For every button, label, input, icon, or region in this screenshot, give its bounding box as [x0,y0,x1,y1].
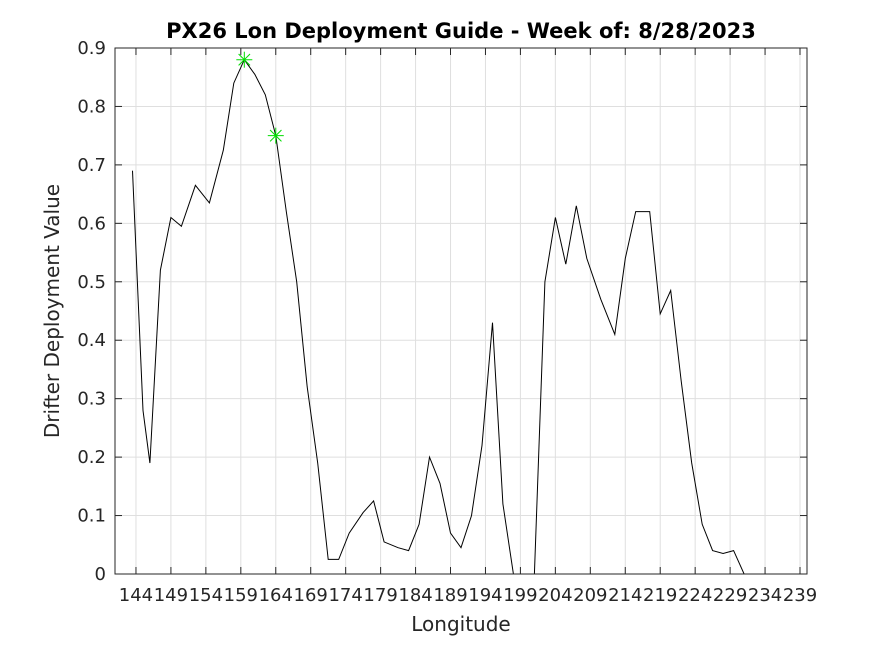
x-tick-label: 214 [608,585,642,606]
grid-lines [115,47,807,575]
plot-frame [114,47,808,575]
y-tick-label: 0.1 [77,506,106,527]
x-tick-label: 174 [328,585,362,606]
x-tick-label: 159 [224,585,258,606]
x-tick-label: 224 [678,585,712,606]
highlight-markers [236,51,284,144]
x-tick-label: 164 [259,585,293,606]
y-tick-label: 0.7 [77,155,106,176]
x-tick-label: 209 [573,585,607,606]
x-tick-label: 194 [468,585,502,606]
y-tick-label: 0.8 [77,96,106,117]
y-tick-label: 0.3 [77,389,106,410]
y-tick-labels: 0 0.1 0.2 0.3 0.4 0.5 0.6 0.7 0.8 0.9 [77,38,106,585]
y-tick-label: 0.6 [77,213,106,234]
axis-ticks [115,47,807,575]
x-axis-label: Longitude [411,612,510,636]
highlight-marker [236,51,253,68]
x-tick-label: 169 [294,585,328,606]
y-tick-label: 0.4 [77,330,106,351]
x-tick-labels: 144 149 154 159 164 169 174 179 184 189 194 199 204 2… [119,585,817,606]
y-axis-label: Drifter Deployment Value [40,184,64,438]
y-tick-label: 0.5 [77,272,106,293]
x-tick-label: 154 [189,585,223,606]
highlight-marker [267,127,284,144]
series-layer [132,58,797,575]
plot-area [115,48,807,574]
x-tick-label: 144 [119,585,153,606]
x-tick-label: 229 [713,585,747,606]
x-tick-label: 179 [363,585,397,606]
y-tick-label: 0.2 [77,447,106,468]
x-tick-label: 189 [433,585,467,606]
x-tick-label: 234 [748,585,782,606]
series-line [132,58,797,575]
x-tick-label: 149 [154,585,188,606]
x-tick-label: 199 [503,585,537,606]
y-tick-label: 0 [95,564,106,585]
x-tick-label: 219 [643,585,677,606]
y-tick-label: 0.9 [77,38,106,59]
x-tick-label: 204 [538,585,572,606]
x-tick-label: 239 [783,585,817,606]
chart-title: PX26 Lon Deployment Guide - Week of: 8/2… [166,19,756,43]
x-tick-label: 184 [398,585,432,606]
